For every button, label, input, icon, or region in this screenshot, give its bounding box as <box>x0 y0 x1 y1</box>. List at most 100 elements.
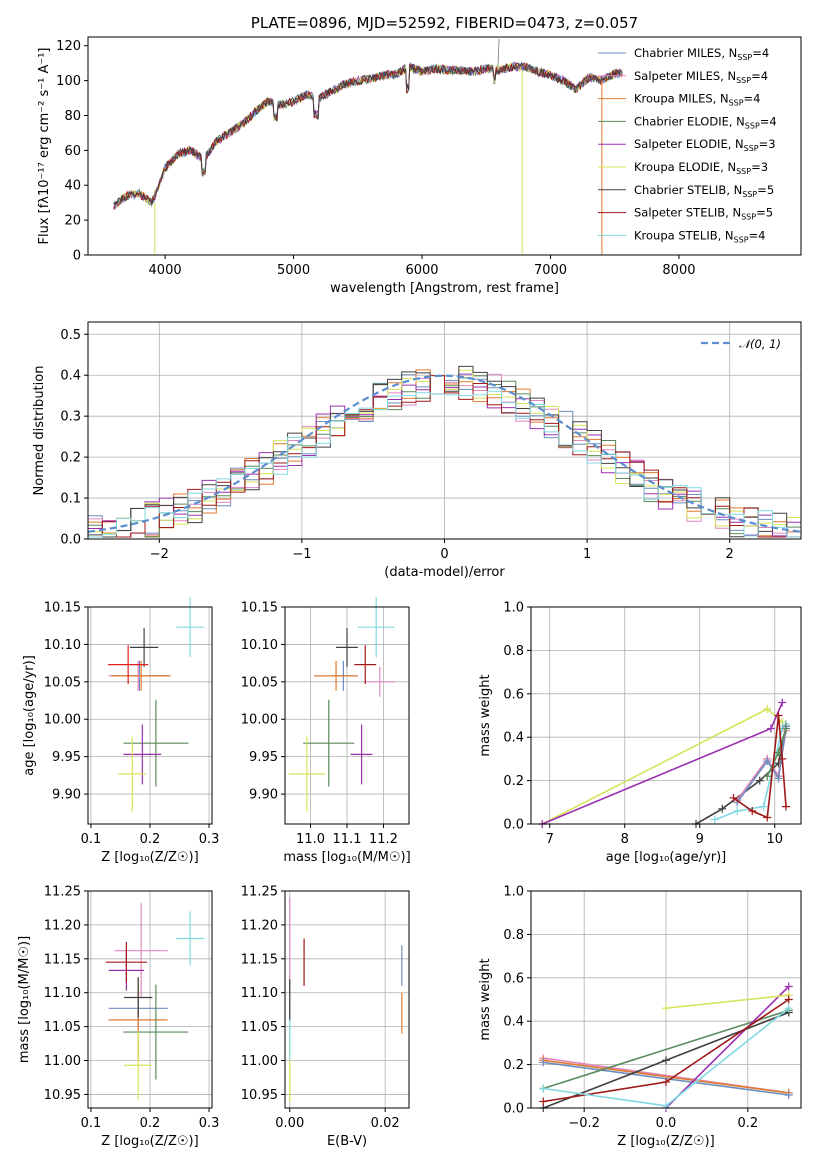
x-tick-label: 4000 <box>149 263 182 278</box>
residual-histogram <box>88 390 801 538</box>
legend-label: Salpeter ELODIE, NSSP=3 <box>634 137 776 153</box>
legend-text: Kroupa STELIB, N <box>634 228 734 242</box>
x-tick-label: 0.3 <box>199 1116 220 1131</box>
legend-text: Salpeter MILES, N <box>634 69 736 83</box>
weight-marker <box>718 804 727 813</box>
legend-sub: SSP <box>734 235 749 244</box>
legend-text: Salpeter STELIB, N <box>634 206 741 220</box>
weight-marker <box>759 802 768 811</box>
legend-label: Chabrier STELIB, NSSP=5 <box>634 183 774 199</box>
y-tick-label: 11.15 <box>44 952 81 967</box>
legend-sub: SSP <box>744 144 759 153</box>
x-tick-label: 0.2 <box>140 1116 161 1131</box>
y-tick-label: 10.00 <box>241 713 278 728</box>
legend-label: Kroupa MILES, NSSP=4 <box>634 92 760 108</box>
x-axis-label: Z [log₁₀(Z/Z☉)] <box>101 850 198 865</box>
y-tick-label: 1.0 <box>503 601 524 616</box>
normal-curve <box>87 374 802 533</box>
y-tick-label: 20 <box>64 214 81 229</box>
y-tick-label: 9.95 <box>52 750 81 765</box>
x-tick-label: 11.1 <box>333 832 362 847</box>
weight-marker <box>763 772 772 781</box>
weight-marker <box>778 698 787 707</box>
chart-title: PLATE=0896, MJD=52592, FIBERID=0473, z=0… <box>251 14 638 32</box>
legend-sub: SSP <box>745 121 760 130</box>
y-tick-label: 10.10 <box>44 638 81 653</box>
legend-text: Chabrier MILES, N <box>634 46 737 60</box>
y-tick-label: 11.05 <box>44 1020 81 1035</box>
weight-marker <box>733 806 742 815</box>
weight-line <box>665 994 789 1009</box>
x-tick-label: 5000 <box>277 263 310 278</box>
x-tick-label: −0.2 <box>568 1116 600 1131</box>
y-tick-label: 9.95 <box>249 750 278 765</box>
legend-value: =4 <box>751 69 768 83</box>
axes-frame <box>87 321 802 540</box>
y-axis-label: Normed distribution <box>32 366 47 496</box>
y-axis-label: mass [log₁₀(M/M☉)] <box>17 936 32 1063</box>
legend-label: Salpeter STELIB, NSSP=5 <box>634 206 773 222</box>
y-tick-label: 11.20 <box>241 918 278 933</box>
y-tick-label: 0.2 <box>503 774 524 789</box>
y-tick-label: 10.10 <box>241 638 278 653</box>
y-tick-label: 11.00 <box>241 1054 278 1069</box>
weight-marker <box>539 1058 548 1067</box>
weight-marker <box>774 774 783 783</box>
y-tick-label: 0.3 <box>60 410 81 425</box>
x-axis-label: (data-model)/error <box>384 565 505 580</box>
x-tick-label: −1 <box>292 547 311 562</box>
axes-frame <box>87 890 213 1109</box>
x-tick-label: 11.2 <box>369 832 398 847</box>
weight-marker <box>784 995 793 1004</box>
y-tick-label: 10.95 <box>44 1088 81 1103</box>
weight-marker <box>662 1056 670 1065</box>
weight-marker <box>784 1004 793 1013</box>
spectrum-line <box>113 61 623 206</box>
legend-value: =4 <box>744 92 761 106</box>
legend-label: 𝒩(0, 1) <box>739 337 781 351</box>
weight-marker <box>778 754 787 763</box>
x-tick-label: 7000 <box>534 263 567 278</box>
y-tick-label: 0 <box>73 249 81 264</box>
y-tick-label: 0.8 <box>503 928 524 943</box>
weight-marker <box>710 815 719 824</box>
y-tick-label: 0.0 <box>503 818 524 833</box>
x-tick-label: 8 <box>621 832 629 847</box>
spectrum-line <box>113 61 623 210</box>
x-tick-label: 0 <box>440 547 448 562</box>
legend-label: Chabrier MILES, NSSP=4 <box>634 46 769 62</box>
axes-frame <box>530 606 802 825</box>
weight-marker <box>539 1084 548 1093</box>
y-tick-label: 10.05 <box>44 675 81 690</box>
x-axis-label: wavelength [Angstrom, rest frame] <box>330 281 559 296</box>
weight-marker <box>748 806 757 815</box>
weight-line <box>665 985 790 1108</box>
legend-value: =5 <box>756 206 773 220</box>
y-tick-label: 80 <box>64 109 81 124</box>
spectrum-line <box>113 60 623 208</box>
axes-frame <box>530 890 802 1109</box>
y-tick-label: 0.0 <box>503 1102 524 1117</box>
legend-value: =3 <box>759 137 776 151</box>
x-tick-label: 0.0 <box>656 1116 677 1131</box>
x-axis-label: Z [log₁₀(Z/Z☉)] <box>617 1134 714 1149</box>
spectrum-line <box>113 61 623 207</box>
y-axis-label: age [log₁₀(age/yr)] <box>22 655 37 776</box>
spectrum-line <box>113 63 623 210</box>
y-tick-label: 11.10 <box>44 986 81 1001</box>
spectrum-line <box>113 62 623 209</box>
legend-label: Kroupa STELIB, NSSP=4 <box>634 228 765 244</box>
legend-value: =4 <box>752 46 769 60</box>
y-tick-label: 1.0 <box>503 885 524 900</box>
y-tick-label: 0.4 <box>503 731 524 746</box>
weight-marker <box>782 724 790 733</box>
x-tick-label: 9 <box>696 832 704 847</box>
x-axis-label: mass [log₁₀(M/M☉)] <box>283 850 410 865</box>
legend-sub: SSP <box>737 53 752 62</box>
y-tick-label: 11.25 <box>44 885 81 900</box>
weight-marker <box>763 757 772 766</box>
y-tick-label: 40 <box>64 179 81 194</box>
y-tick-label: 11.05 <box>241 1020 278 1035</box>
legend-value: =4 <box>760 114 777 128</box>
x-tick-label: 0.02 <box>371 1116 400 1131</box>
